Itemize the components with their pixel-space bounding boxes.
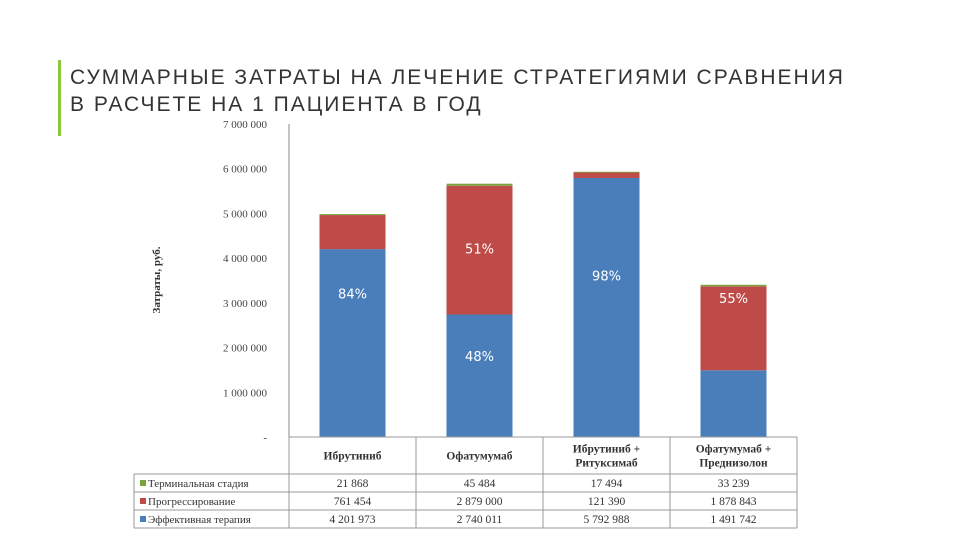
bar-segment — [446, 314, 513, 437]
category-label: Ибрутиниб — [324, 451, 382, 463]
y-tick-label: - — [263, 432, 267, 444]
slide-title: СУММАРНЫЕ ЗАТРАТЫ НА ЛЕЧЕНИЕ СТРАТЕГИЯМИ… — [70, 64, 930, 118]
percent-label: 55% — [719, 292, 748, 307]
table-cell-value: 21 868 — [337, 478, 369, 490]
category-label: Ритуксимаб — [575, 458, 637, 470]
table-cell-value: 761 454 — [334, 496, 372, 508]
legend-label: Терминальная стадия — [148, 478, 249, 490]
y-tick-label: 3 000 000 — [223, 298, 268, 310]
legend-label: Эффективная терапия — [148, 514, 251, 526]
table-cell-value: 1 878 843 — [711, 496, 757, 508]
legend-key — [140, 480, 146, 486]
table-cell-value: 5 792 988 — [584, 514, 630, 526]
percent-label: 84% — [338, 287, 367, 302]
percent-label: 98% — [592, 270, 621, 285]
table-cell-value: 33 239 — [718, 478, 750, 490]
title-accent-bar — [58, 60, 61, 136]
bar-segment — [319, 215, 386, 250]
category-label: Офатумумаб + — [696, 444, 772, 456]
y-tick-label: 7 000 000 — [223, 119, 268, 131]
legend-key — [140, 516, 146, 522]
bar-segment — [446, 185, 513, 315]
bar-segment — [573, 172, 640, 178]
category-label: Преднизолон — [699, 458, 768, 470]
bar-segment — [700, 284, 767, 287]
table-cell-value: 2 740 011 — [457, 514, 503, 526]
y-tick-label: 1 000 000 — [223, 387, 268, 399]
table-cell-value: 1 491 742 — [711, 514, 757, 526]
table-cell-value: 2 879 000 — [457, 496, 503, 508]
table-cell-value: 17 494 — [591, 478, 623, 490]
category-label: Ибрутиниб + — [573, 444, 640, 456]
percent-label: 48% — [465, 350, 494, 365]
table-cell-value: 45 484 — [464, 478, 496, 490]
y-tick-label: 2 000 000 — [223, 343, 268, 355]
y-axis-title: Затраты, руб. — [151, 246, 163, 313]
bar-segment — [573, 171, 640, 173]
bar-segment — [700, 286, 767, 371]
table-cell-value: 121 390 — [588, 496, 626, 508]
bar-segment — [700, 370, 767, 437]
bar-segment — [319, 249, 386, 437]
legend-key — [140, 498, 146, 504]
slide-title-line-2: В РАСЧЕТЕ НА 1 ПАЦИЕНТА В ГОД — [70, 93, 483, 116]
table-cell-value: 4 201 973 — [330, 514, 376, 526]
bar-segment — [573, 177, 640, 437]
percent-label: 51% — [465, 243, 494, 258]
legend-label: Прогрессирование — [148, 496, 235, 508]
bar-segment — [446, 183, 513, 186]
slide-title-line-1: СУММАРНЫЕ ЗАТРАТЫ НА ЛЕЧЕНИЕ СТРАТЕГИЯМИ… — [70, 66, 845, 89]
y-tick-label: 5 000 000 — [223, 208, 268, 220]
category-label: Офатумумаб — [446, 451, 512, 463]
y-tick-label: 6 000 000 — [223, 164, 268, 176]
bar-segment — [319, 214, 386, 216]
y-tick-label: 4 000 000 — [223, 253, 268, 265]
